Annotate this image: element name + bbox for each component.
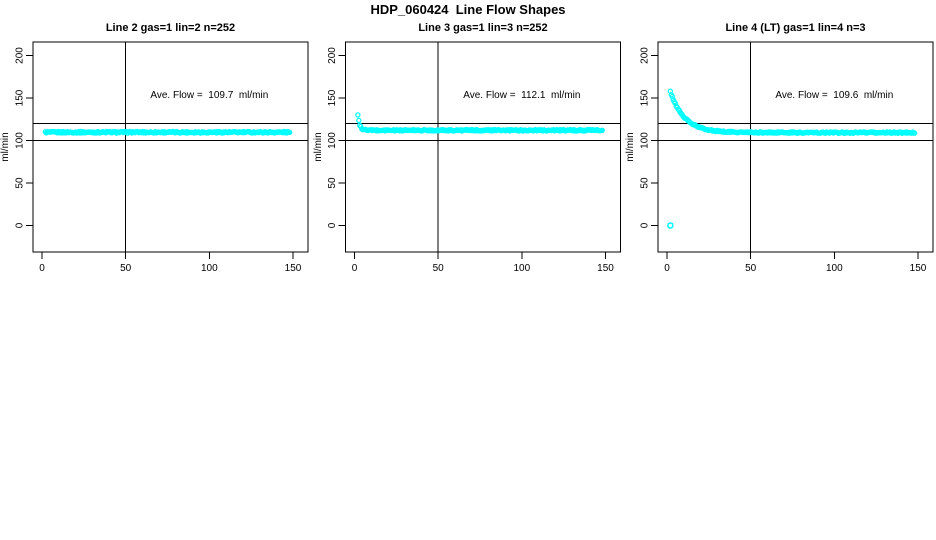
ave-flow-annotation: Ave. Flow = 109.7 ml/min: [150, 90, 269, 101]
x-tick-label: 0: [39, 263, 45, 274]
y-tick-label: 100: [640, 132, 651, 149]
figure-title: HDP_060424 Line Flow Shapes: [370, 2, 566, 17]
y-tick-label: 150: [15, 89, 26, 106]
data-point: [909, 130, 915, 136]
data-point: [669, 93, 676, 100]
y-tick-label: 50: [327, 177, 338, 189]
y-tick-label: 200: [15, 47, 26, 64]
x-tick-label: 0: [664, 263, 670, 274]
data-point: [356, 117, 362, 124]
panel-title-line3: Line 3 gas=1 lin=3 n=252: [418, 22, 548, 34]
panel-title-line2: Line 2 gas=1 lin=2 n=252: [105, 22, 236, 34]
y-tick-label: 0: [640, 222, 651, 228]
y-tick-label: 0: [327, 222, 338, 228]
x-tick-label: 0: [352, 263, 358, 274]
outlier-point: [667, 222, 674, 229]
y-tick-label: 50: [15, 177, 26, 189]
y-tick-label: 100: [15, 132, 26, 149]
x-tick-label: 150: [597, 263, 614, 274]
ave-flow-annotation: Ave. Flow = 112.1 ml/min: [463, 90, 581, 101]
plot-box: [345, 41, 621, 253]
x-tick-label: 150: [910, 263, 927, 274]
x-tick-label: 100: [826, 263, 843, 274]
data-point: [286, 129, 293, 136]
x-tick-label: 50: [120, 263, 132, 274]
x-tick-label: 50: [745, 263, 757, 274]
y-tick-label: 0: [15, 222, 26, 228]
y-tick-label: 150: [640, 89, 651, 106]
x-tick-label: 100: [513, 263, 530, 274]
data-points: [667, 88, 918, 229]
data-point: [672, 100, 678, 106]
y-tick-label: 200: [640, 47, 651, 64]
plot-box: [657, 41, 934, 253]
data-point: [911, 130, 918, 136]
y-tick-label: 50: [640, 177, 651, 189]
y-axis-label: ml/min: [625, 132, 636, 162]
data-point: [599, 127, 605, 134]
y-axis-label: ml/min: [312, 132, 324, 162]
y-axis-label: ml/min: [0, 132, 11, 162]
y-tick-label: 200: [327, 47, 338, 64]
data-point: [355, 112, 361, 118]
panel-title-line4: Line 4 (LT) gas=1 lin=4 n=3: [725, 22, 866, 34]
y-tick-label: 150: [327, 89, 338, 106]
panel-group: 0 50 100 150 0 50 100 150 200: [640, 41, 934, 274]
panel-group: 0 50 100 150 0 50 100 150 200: [15, 41, 309, 274]
panel-group: 0 50 100 150 0 50 100 150 200: [327, 41, 621, 274]
plot-box: [32, 41, 309, 253]
data-points: [42, 128, 293, 136]
ave-flow-annotation: Ave. Flow = 109.6 ml/min: [775, 90, 894, 101]
y-tick-label: 100: [327, 132, 338, 149]
data-points: [355, 112, 605, 134]
x-tick-label: 150: [285, 263, 302, 274]
x-tick-label: 100: [201, 263, 218, 274]
x-tick-label: 50: [433, 263, 445, 274]
